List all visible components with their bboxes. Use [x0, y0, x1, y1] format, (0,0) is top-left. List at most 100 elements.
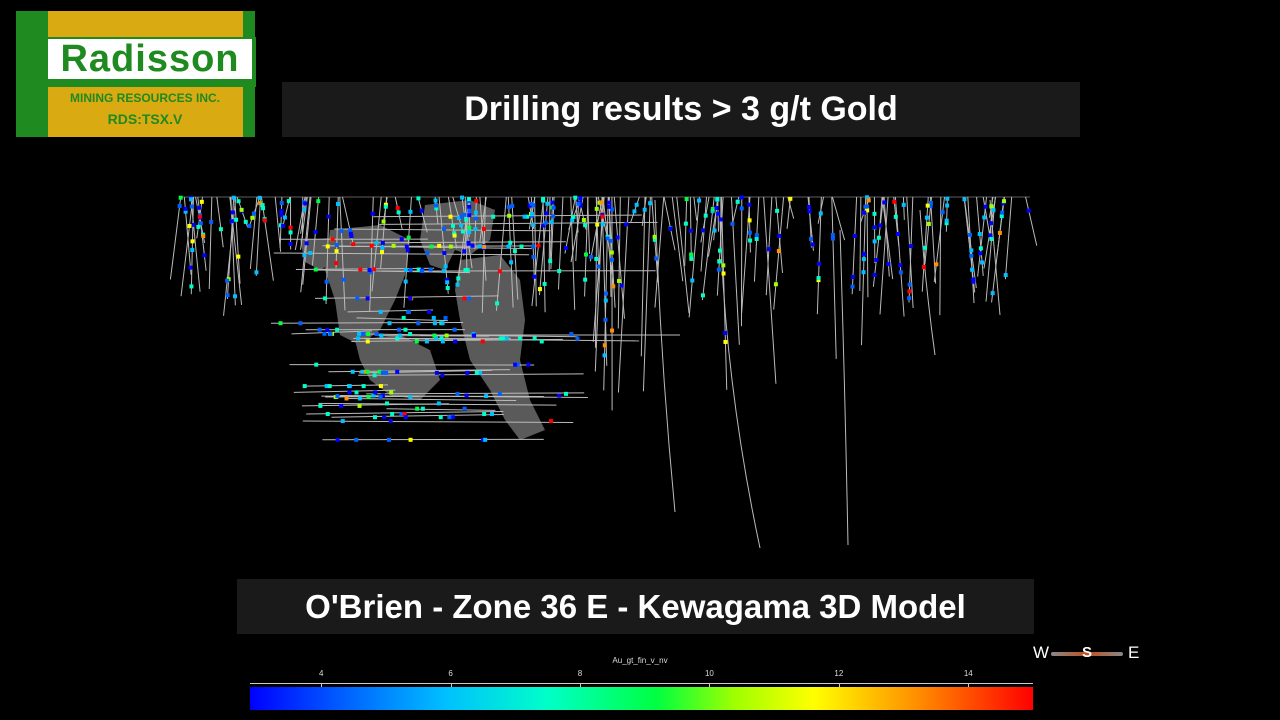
assay-sample [324, 384, 329, 389]
assay-sample [260, 203, 265, 208]
assay-sample [403, 279, 408, 284]
assay-sample [862, 210, 867, 215]
stope-shape [355, 335, 440, 400]
assay-sample [434, 370, 439, 375]
assay-sample [209, 219, 214, 224]
assay-sample [286, 199, 291, 204]
drillhole [765, 196, 773, 296]
drillhole [304, 384, 389, 387]
assay-sample [302, 253, 307, 258]
drillhole [816, 196, 822, 315]
assay-sample [429, 244, 434, 249]
assay-sample [603, 291, 608, 296]
assay-sample [448, 244, 453, 249]
drillhole [229, 196, 243, 306]
assay-sample [403, 267, 408, 272]
assay-sample [236, 254, 241, 259]
legend-tick-label: 10 [704, 669, 714, 678]
drillhole [255, 196, 262, 276]
assay-sample [688, 228, 693, 233]
assay-sample [288, 241, 293, 246]
assay-sample [926, 221, 931, 226]
assay-sample [225, 278, 230, 283]
assay-sample [339, 403, 344, 408]
assay-sample [481, 437, 486, 442]
legend-tick-mark [321, 683, 323, 687]
assay-sample [298, 321, 303, 326]
assay-sample [189, 284, 194, 289]
assay-sample [397, 327, 402, 332]
drillhole [976, 196, 984, 276]
assay-sample [443, 315, 448, 320]
drillhole [730, 196, 740, 345]
assay-sample [739, 195, 744, 200]
assay-sample [415, 406, 420, 411]
assay-sample [367, 267, 372, 272]
assay-sample [907, 289, 912, 294]
assay-sample [448, 214, 453, 219]
assay-sample [652, 237, 657, 242]
assay-sample [190, 248, 195, 253]
assay-sample [850, 274, 855, 279]
assay-sample [443, 264, 448, 269]
assay-sample [603, 298, 608, 303]
assay-sample [361, 384, 366, 389]
assay-sample [723, 331, 728, 336]
assay-sample [570, 218, 575, 223]
assay-sample [983, 204, 988, 209]
assay-sample [754, 236, 759, 241]
assay-sample [378, 384, 383, 389]
assay-sample [1003, 273, 1008, 278]
assay-sample [391, 243, 396, 248]
drillhole [557, 196, 564, 290]
assay-sample [969, 253, 974, 258]
assay-sample [934, 262, 939, 267]
assay-sample [529, 211, 534, 216]
drillhole [859, 196, 862, 291]
assay-sample [414, 339, 419, 344]
assay-sample [325, 411, 330, 416]
drillhole [851, 196, 858, 295]
drillhole [495, 196, 507, 311]
legend-tick-mark [450, 683, 452, 687]
assay-sample [872, 225, 877, 230]
assay-sample [872, 211, 877, 216]
drillhole [273, 252, 530, 256]
assay-sample [564, 391, 569, 396]
assay-sample [190, 239, 195, 244]
assay-sample [456, 216, 461, 221]
drillhole [169, 196, 182, 280]
assay-sample [389, 390, 394, 395]
legend-axis [250, 683, 1033, 684]
assay-sample [436, 401, 441, 406]
assay-sample [236, 199, 241, 204]
logo-name: Radisson [48, 39, 252, 79]
logo-subtitle: MINING RESOURCES INC. [69, 91, 220, 105]
drillhole [302, 420, 574, 424]
assay-sample [519, 244, 524, 249]
assay-sample [371, 393, 376, 398]
assay-sample [368, 270, 373, 275]
assay-sample [594, 206, 599, 211]
assay-sample [683, 221, 688, 226]
compass-west-label: W [1033, 643, 1050, 662]
assay-sample [609, 238, 614, 243]
assay-sample [225, 293, 230, 298]
assay-sample [440, 339, 445, 344]
assay-sample [441, 269, 446, 274]
assay-sample [991, 208, 996, 213]
stope-shapes [300, 200, 545, 440]
drillhole [208, 196, 213, 289]
assay-sample [886, 262, 891, 267]
assay-sample [326, 214, 331, 219]
assay-sample [467, 208, 472, 213]
assay-sample [327, 384, 332, 389]
assay-sample [229, 219, 234, 224]
assay-sample [257, 195, 262, 200]
assay-sample [569, 332, 574, 337]
assay-sample [404, 244, 409, 249]
assay-sample [615, 235, 620, 240]
assay-sample [383, 204, 388, 209]
assay-sample [583, 277, 588, 282]
assay-sample [452, 233, 457, 238]
